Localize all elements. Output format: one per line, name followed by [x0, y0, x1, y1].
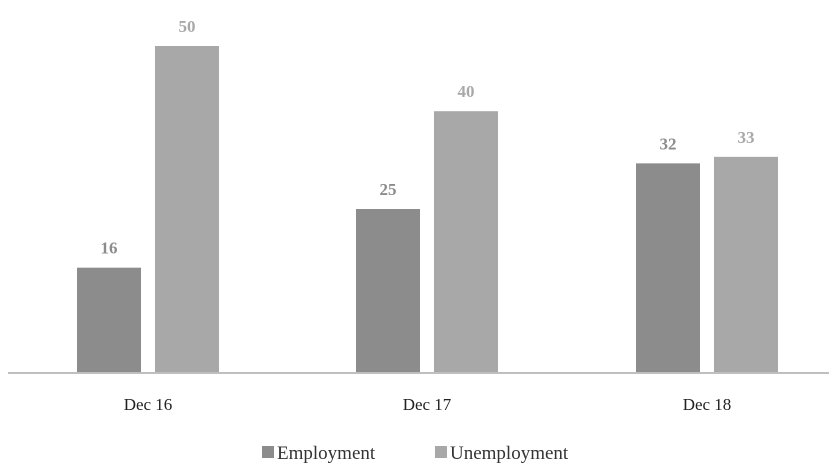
data-label: 33 — [738, 128, 755, 147]
x-tick-label: Dec 16 — [124, 395, 173, 414]
x-tick-label: Dec 17 — [403, 395, 452, 414]
x-tick-label: Dec 18 — [683, 395, 732, 414]
x-tick-labels: Dec 16 Dec 17 Dec 18 — [124, 395, 732, 414]
data-label: 40 — [458, 82, 475, 101]
bar-employment-dec-17 — [356, 209, 420, 372]
bars-layer — [77, 46, 778, 372]
data-label: 32 — [660, 134, 677, 153]
bar-unemployment-dec-16 — [155, 46, 219, 372]
legend: Employment Unemployment — [262, 443, 569, 464]
data-label: 50 — [179, 17, 196, 36]
legend-swatch-unemployment — [435, 446, 447, 458]
bar-employment-dec-16 — [77, 267, 141, 372]
bar-employment-dec-18 — [636, 163, 700, 372]
bar-unemployment-dec-17 — [434, 111, 498, 372]
data-label: 25 — [380, 180, 397, 199]
legend-label-employment: Employment — [277, 443, 376, 464]
legend-label-unemployment: Unemployment — [450, 443, 569, 464]
bar-unemployment-dec-18 — [714, 156, 778, 372]
data-label: 16 — [101, 239, 118, 258]
legend-swatch-employment — [262, 446, 274, 458]
data-labels-layer: 16 50 25 40 32 33 — [101, 17, 755, 258]
